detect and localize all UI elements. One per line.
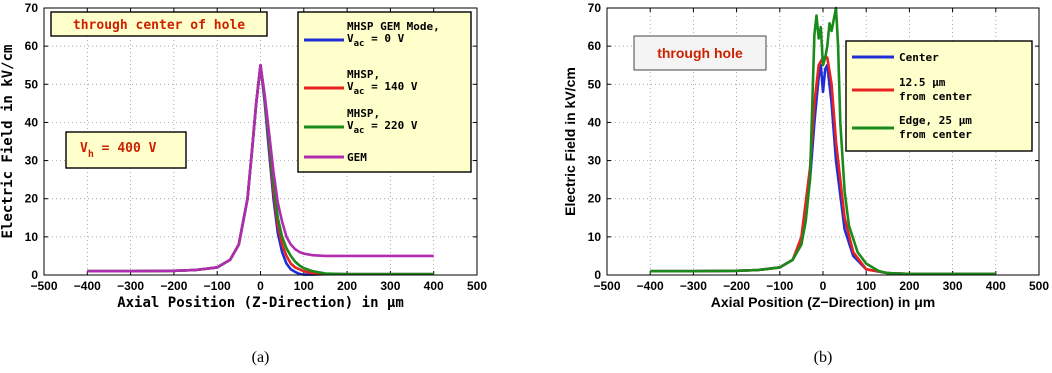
x-axis-label: Axial Position (Z-Direction) in μm bbox=[117, 295, 404, 311]
y-tick-label: 0 bbox=[594, 268, 601, 282]
figure-caption: (b) bbox=[814, 349, 833, 366]
annotation-box-vh bbox=[65, 131, 187, 169]
y-tick-label: 20 bbox=[25, 192, 39, 206]
x-tick-label: −200 bbox=[160, 279, 187, 293]
x-tick-label: −400 bbox=[637, 279, 664, 293]
x-tick-label: 300 bbox=[943, 279, 963, 293]
legend-label-3-line2: Vac = 220 V bbox=[347, 119, 418, 136]
chart-panel-a: −500 −400 −300 −200 −100 0 100 200 300 400 500 0 10 2… bbox=[0, 1, 487, 366]
legend-label-1: Center bbox=[899, 51, 939, 64]
series-line-3 bbox=[650, 6, 996, 276]
chart-panel-b: −500 −400 −300 −200 −100 0 100 200 300 400 500 0 10 2… bbox=[562, 1, 1049, 366]
x-tick-label: 0 bbox=[257, 279, 264, 293]
annotation-box bbox=[50, 11, 268, 37]
y-tick-label: 50 bbox=[588, 77, 602, 91]
legend-sub: ac bbox=[354, 87, 365, 97]
x-tick-label: 400 bbox=[424, 279, 444, 293]
legend-label-2: 12.5 μm bbox=[899, 76, 946, 89]
annotation-vh-main: V bbox=[80, 141, 88, 156]
plot-frame bbox=[43, 7, 478, 276]
annotation-text: through center of hole bbox=[73, 18, 245, 33]
legend-v: V bbox=[347, 32, 354, 45]
x-tick-label: 100 bbox=[856, 279, 876, 293]
x-tick-label: 500 bbox=[1029, 279, 1049, 293]
x-tick-label: 300 bbox=[380, 279, 400, 293]
y-tick-label: 70 bbox=[588, 1, 602, 15]
legend-label-3: Edge, 25 μm bbox=[899, 114, 972, 127]
legend-label-1-line2: Vac = 0 V bbox=[347, 32, 405, 49]
x-tick-label: −500 bbox=[30, 279, 57, 293]
legend-label-2: MHSP, bbox=[347, 68, 380, 81]
x-axis-label: Axial Position (Z−Direction) in μm bbox=[711, 294, 935, 310]
legend-value: = 220 V bbox=[364, 119, 417, 132]
plot-frame bbox=[606, 7, 1040, 276]
legend-value: = 140 V bbox=[364, 80, 417, 93]
x-tick-label: 500 bbox=[467, 279, 487, 293]
legend-v: V bbox=[347, 80, 354, 93]
figure-caption: (a) bbox=[252, 349, 270, 366]
y-tick-label: 60 bbox=[588, 39, 602, 53]
annotation-text: through hole bbox=[657, 45, 743, 61]
y-tick-label: 50 bbox=[25, 77, 39, 91]
legend-label-3: MHSP, bbox=[347, 107, 380, 120]
y-tick-label: 30 bbox=[25, 154, 39, 168]
y-tick-label: 60 bbox=[25, 39, 39, 53]
y-axis-label: Electric Field in kV/cm bbox=[0, 45, 16, 239]
x-tick-label: −100 bbox=[204, 279, 231, 293]
x-tick-label: 100 bbox=[294, 279, 314, 293]
x-tick-label: −300 bbox=[117, 279, 144, 293]
x-tick-label: 200 bbox=[899, 279, 919, 293]
legend-sub: ac bbox=[354, 39, 365, 49]
x-tick-label: 200 bbox=[337, 279, 357, 293]
annotation-vh-rest: = 400 V bbox=[94, 141, 157, 156]
series-line-4 bbox=[87, 63, 434, 273]
annotation-vh: Vh = 400 V bbox=[80, 141, 157, 160]
x-tick-label: 400 bbox=[986, 279, 1006, 293]
y-tick-label: 40 bbox=[25, 115, 39, 129]
legend-label-1: MHSP GEM Mode, bbox=[347, 20, 440, 33]
x-tick-label: −200 bbox=[723, 279, 750, 293]
x-tick-label: −400 bbox=[74, 279, 101, 293]
x-tick-label: −500 bbox=[593, 279, 620, 293]
legend-label-4: GEM bbox=[347, 151, 367, 164]
annotation-box bbox=[633, 35, 767, 71]
legend-box bbox=[845, 40, 1033, 152]
legend-v: V bbox=[347, 119, 354, 132]
x-tick-label: −100 bbox=[766, 279, 793, 293]
annotation-vh-sub: h bbox=[88, 149, 94, 160]
y-tick-label: 0 bbox=[31, 268, 38, 282]
legend-value: = 0 V bbox=[364, 32, 404, 45]
y-tick-label: 40 bbox=[588, 115, 602, 129]
legend-label-2-line2: from center bbox=[899, 90, 972, 103]
y-tick-label: 30 bbox=[588, 154, 602, 168]
y-axis-label: Electric Field in kV/cm bbox=[562, 67, 578, 216]
y-tick-label: 10 bbox=[25, 230, 39, 244]
legend-sub: ac bbox=[354, 126, 365, 136]
y-tick-label: 70 bbox=[25, 1, 39, 15]
y-tick-label: 20 bbox=[588, 192, 602, 206]
x-tick-label: −300 bbox=[680, 279, 707, 293]
x-tick-label: 0 bbox=[820, 279, 827, 293]
y-tick-label: 10 bbox=[588, 230, 602, 244]
legend-label-2-line2: Vac = 140 V bbox=[347, 80, 418, 97]
legend-label-3-line2: from center bbox=[899, 128, 972, 141]
